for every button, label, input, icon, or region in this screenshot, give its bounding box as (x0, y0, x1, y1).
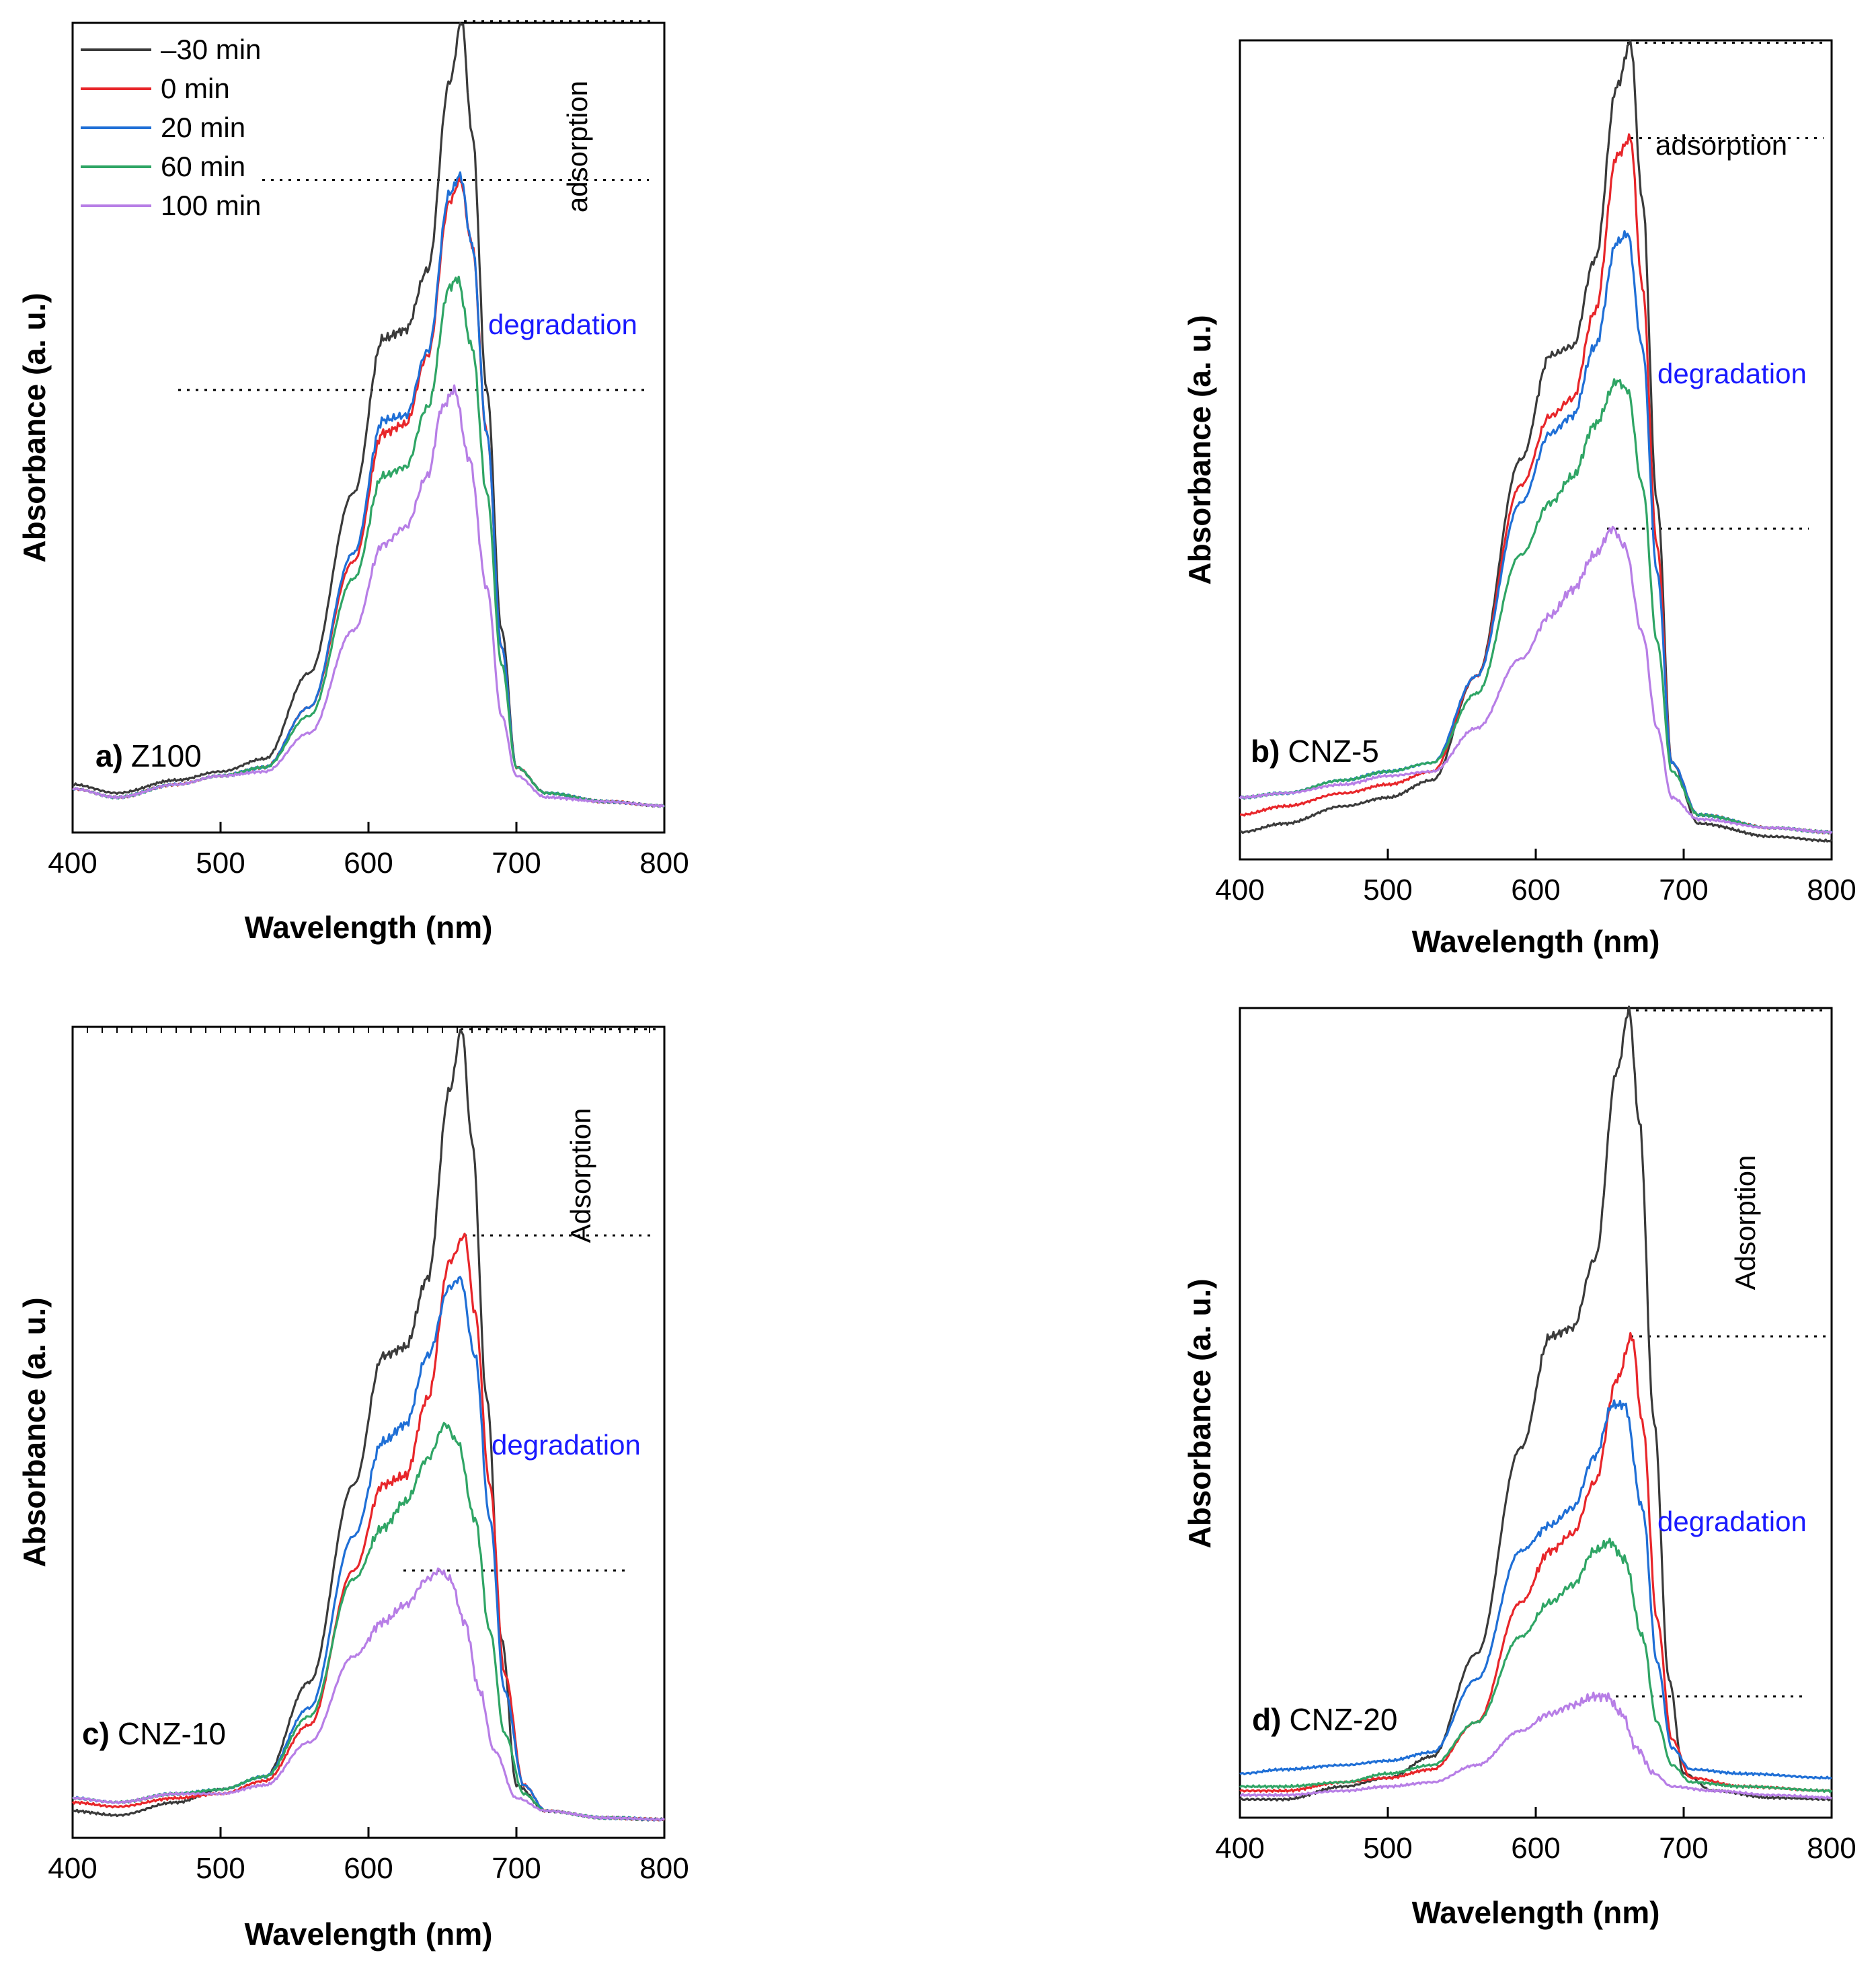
series-line-m100 (1239, 1691, 1832, 1800)
adsorption-label: Adsorption (565, 1108, 596, 1243)
series-line-m60 (72, 275, 666, 808)
x-tick-label: 800 (639, 847, 689, 880)
x-tick-label: 600 (344, 1852, 393, 1885)
panel-sample-name: CNZ-20 (1289, 1702, 1397, 1737)
legend-label-m60: 60 min (161, 151, 245, 182)
y-axis-label: Absorbance (a. u.) (17, 1297, 52, 1567)
x-tick-label: 400 (1215, 1832, 1264, 1865)
panel-label: c) CNZ-10 (82, 1716, 226, 1751)
x-axis-label: Wavelength (nm) (245, 910, 493, 945)
series-line-m100 (72, 384, 665, 808)
series-line-m30 (1239, 40, 1833, 843)
panel-sample-name: CNZ-10 (118, 1716, 226, 1751)
panel-label: d) CNZ-20 (1252, 1702, 1397, 1737)
degradation-label: degradation (492, 1429, 641, 1461)
adsorption-label: adsorption (561, 81, 593, 212)
x-axis-label: Wavelength (nm) (245, 1917, 493, 1951)
legend-label-m20: 20 min (161, 112, 245, 143)
series-line-m60 (1239, 1537, 1833, 1793)
x-tick-label: 700 (1659, 874, 1708, 906)
x-axis-label: Wavelength (nm) (1412, 924, 1660, 959)
panel-label: a) Z100 (95, 738, 202, 773)
guide-lines (1607, 42, 1824, 530)
panel-letter: b) (1251, 734, 1280, 769)
legend: –30 min 0 min 20 min 60 min 100 min (81, 34, 261, 221)
x-tick-label: 700 (492, 847, 541, 880)
series-line-m30 (1239, 1005, 1832, 1802)
x-tick-label: 800 (1807, 874, 1856, 906)
adsorption-label: Adsorption (1729, 1155, 1761, 1290)
x-axis: 400 500 600 700 800 (48, 822, 689, 880)
x-tick-label: 500 (1363, 1832, 1412, 1865)
series-group (1239, 40, 1833, 843)
x-tick-label: 500 (196, 1852, 245, 1885)
plot-frame (1239, 1007, 1833, 1819)
x-axis: 400 500 600 700 800 (48, 1827, 689, 1885)
series-line-m0 (1239, 133, 1832, 835)
series-line-m100 (72, 1568, 665, 1821)
series-group (72, 22, 666, 808)
degradation-label: degradation (488, 309, 637, 340)
x-tick-label: 700 (1659, 1832, 1708, 1865)
x-axis: 400 500 600 700 800 (1215, 849, 1857, 906)
panel-a: 400 500 600 700 800 –30 min 0 min 20 min 60 min… (17, 20, 689, 945)
x-tick-label: 500 (1363, 874, 1412, 906)
series-line-m100 (1239, 525, 1833, 835)
series-group (71, 1029, 666, 1822)
legend-label-m100: 100 min (161, 190, 261, 221)
degradation-label: degradation (1657, 1506, 1807, 1537)
panel-letter: a) (95, 738, 123, 773)
panel-d: 400 500 600 700 800 Wavelength (nm) Absorban… (1182, 1005, 1857, 1930)
x-tick-label: 600 (344, 847, 393, 880)
panel-b: 400 500 600 700 800 Wavelength (nm) Absorban… (1182, 39, 1857, 959)
series-line-m20 (72, 171, 665, 808)
adsorption-label: adsorption (1655, 129, 1787, 161)
panel-letter: c) (82, 1716, 110, 1751)
y-axis-label: Absorbance (a. u.) (1182, 1278, 1217, 1548)
series-line-m60 (71, 1422, 665, 1822)
panel-label: b) CNZ-5 (1251, 734, 1379, 769)
series-line-m20 (1239, 1399, 1832, 1780)
x-tick-label: 700 (492, 1852, 541, 1885)
guide-lines (178, 20, 656, 391)
series-group (1239, 1005, 1833, 1802)
panel-letter: d) (1252, 1702, 1281, 1737)
y-axis-label: Absorbance (a. u.) (17, 293, 52, 562)
guide-lines (1607, 1009, 1826, 1698)
degradation-label: degradation (1657, 358, 1807, 389)
x-tick-label: 600 (1511, 874, 1560, 906)
x-tick-label: 800 (639, 1852, 689, 1885)
legend-label-m30: –30 min (161, 34, 261, 65)
x-tick-label: 800 (1807, 1832, 1856, 1865)
x-tick-label: 600 (1511, 1832, 1560, 1865)
x-tick-label: 400 (48, 1852, 97, 1885)
panel-sample-name: Z100 (131, 738, 202, 773)
y-axis-label: Absorbance (a. u.) (1182, 315, 1217, 584)
panel-c: 400 500 600 700 800 Wavelength (nm) Absorban… (17, 1026, 689, 1951)
x-axis-label: Wavelength (nm) (1412, 1895, 1660, 1930)
panel-sample-name: CNZ-5 (1288, 734, 1378, 769)
x-tick-label: 500 (196, 847, 245, 880)
series-line-m60 (1239, 378, 1832, 835)
x-tick-label: 400 (1215, 874, 1264, 906)
x-tick-label: 400 (48, 847, 97, 880)
x-axis: 400 500 600 700 800 (1215, 1807, 1857, 1865)
legend-label-m0: 0 min (161, 73, 230, 104)
